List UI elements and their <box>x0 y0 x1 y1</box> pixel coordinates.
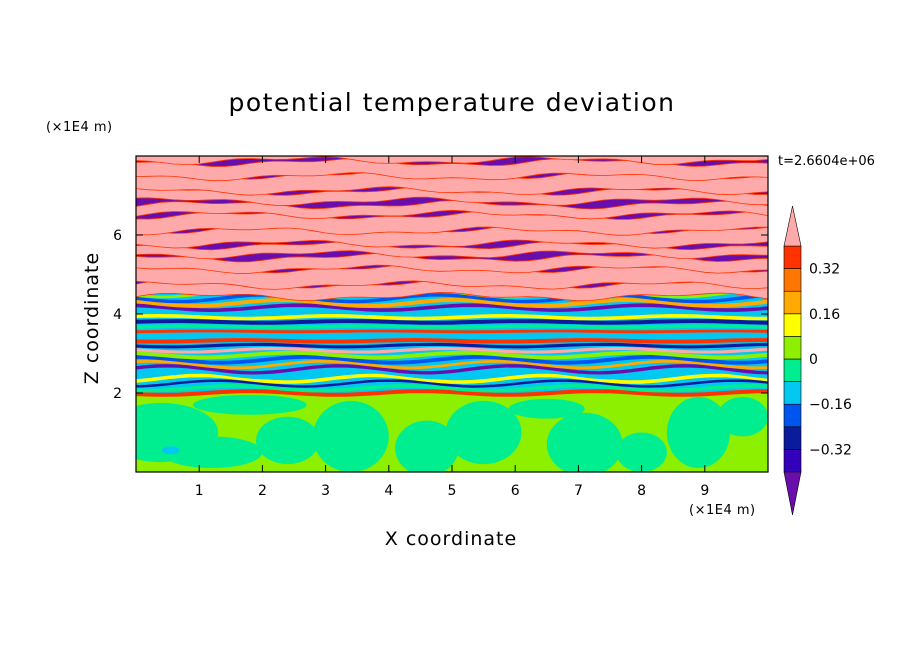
colorbar: 0.32 0.16 0 −0.16 −0.32 <box>783 205 852 516</box>
y-tick-label: 6 <box>113 228 122 244</box>
colorbar-box <box>783 403 802 428</box>
x-tick-label: 5 <box>448 483 457 499</box>
y-axis-label: Z coordinate <box>81 251 103 385</box>
x-tick-label: 1 <box>195 483 204 499</box>
x-tick-label: 6 <box>511 483 520 499</box>
x-axis: 1 2 3 4 5 6 7 8 9 <box>195 156 709 499</box>
x-tick-label: 2 <box>258 483 267 499</box>
colorbar-tick-label: 0.16 <box>809 307 840 323</box>
colorbar-tick-label: −0.32 <box>809 442 852 458</box>
y-tick-label: 4 <box>113 307 122 323</box>
colorbar-box <box>783 336 802 360</box>
chart-title: potential temperature deviation <box>228 88 676 117</box>
y-axis: 2 4 6 <box>113 228 768 402</box>
colorbar-max-extension <box>783 205 802 247</box>
colorbar-box <box>783 290 802 315</box>
colorbar-tick-label: −0.16 <box>809 397 852 413</box>
x-tick-label: 8 <box>637 483 646 499</box>
colorbar-box <box>783 245 802 269</box>
x-axis-label-text: X coordinate <box>384 528 518 550</box>
colorbar-box <box>783 268 802 292</box>
y-tick-label: 2 <box>113 386 122 402</box>
colorbar-tick-label: 0 <box>809 352 818 368</box>
x-axis-unit: (×1E4 m) <box>689 503 756 518</box>
contour-field <box>136 156 768 472</box>
y-axis-unit: (×1E4 m) <box>46 120 113 135</box>
x-tick-label: 7 <box>574 483 583 499</box>
colorbar-tick-label: 0.32 <box>809 262 840 278</box>
x-axis-label: X coordinate <box>0 528 904 550</box>
colorbar-box <box>783 426 802 450</box>
x-tick-label: 4 <box>384 483 393 499</box>
colorbar-box <box>783 313 802 337</box>
colorbar-box <box>783 449 802 473</box>
colorbar-box <box>783 381 802 405</box>
time-label: t=2.6604e+06 <box>778 154 875 169</box>
x-tick-label: 9 <box>700 483 709 499</box>
colorbar-min-extension <box>783 471 802 516</box>
colorbar-box <box>783 358 802 382</box>
x-tick-label: 3 <box>321 483 330 499</box>
